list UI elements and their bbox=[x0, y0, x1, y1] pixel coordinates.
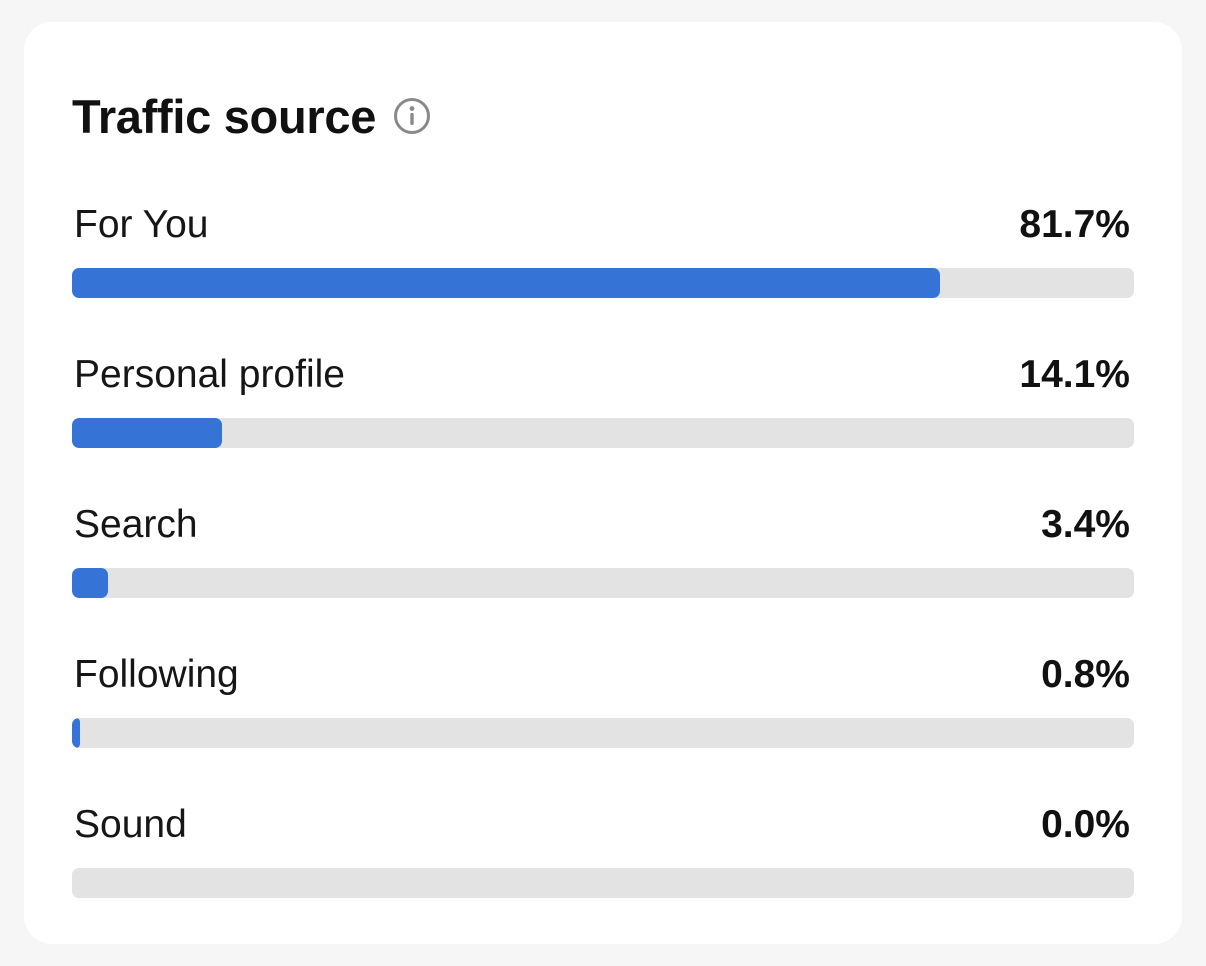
traffic-source-row-personal-profile: Personal profile 14.1% bbox=[72, 350, 1134, 500]
progress-track bbox=[72, 718, 1134, 748]
source-label: Following bbox=[74, 653, 239, 696]
progress-fill bbox=[72, 268, 940, 298]
traffic-source-row-following: Following 0.8% bbox=[72, 650, 1134, 800]
progress-track bbox=[72, 568, 1134, 598]
progress-track bbox=[72, 268, 1134, 298]
progress-track bbox=[72, 418, 1134, 448]
source-label: Sound bbox=[74, 803, 187, 846]
source-percentage: 0.0% bbox=[1041, 803, 1130, 846]
source-percentage: 14.1% bbox=[1019, 353, 1130, 396]
card-header: Traffic source bbox=[72, 86, 432, 146]
traffic-source-list: For You 81.7% Personal profile 14.1% Sea… bbox=[72, 200, 1134, 950]
source-percentage: 3.4% bbox=[1041, 503, 1130, 546]
source-percentage: 0.8% bbox=[1041, 653, 1130, 696]
traffic-source-row-sound: Sound 0.0% bbox=[72, 800, 1134, 950]
traffic-source-row-for-you: For You 81.7% bbox=[72, 200, 1134, 350]
card-title: Traffic source bbox=[72, 89, 377, 143]
progress-fill bbox=[72, 718, 81, 748]
source-label: Search bbox=[74, 503, 198, 546]
info-icon[interactable] bbox=[392, 96, 432, 136]
traffic-source-card: Traffic source For You 81.7% Personal pr… bbox=[24, 22, 1182, 944]
progress-fill bbox=[72, 418, 222, 448]
source-label: Personal profile bbox=[74, 353, 345, 396]
traffic-source-row-search: Search 3.4% bbox=[72, 500, 1134, 650]
source-percentage: 81.7% bbox=[1019, 203, 1130, 246]
progress-fill bbox=[72, 568, 109, 598]
progress-track bbox=[72, 868, 1134, 898]
source-label: For You bbox=[74, 203, 209, 246]
